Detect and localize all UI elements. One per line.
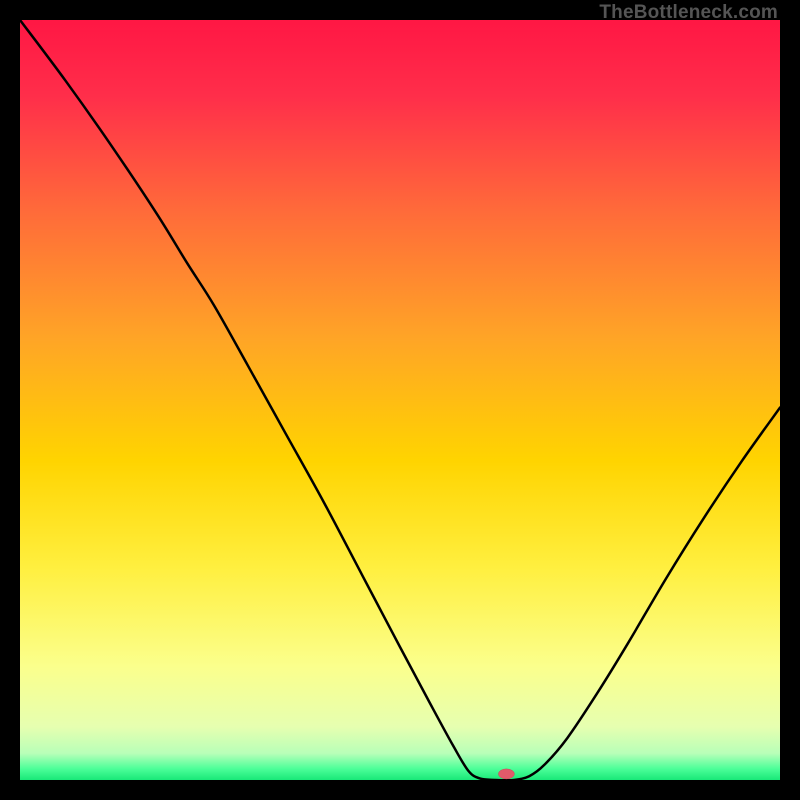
optimal-marker <box>498 769 514 779</box>
watermark-text: TheBottleneck.com <box>599 2 778 24</box>
gradient-background <box>20 20 780 780</box>
chart-frame: TheBottleneck.com <box>0 0 800 800</box>
chart-svg <box>20 20 780 780</box>
plot-area <box>20 20 780 780</box>
